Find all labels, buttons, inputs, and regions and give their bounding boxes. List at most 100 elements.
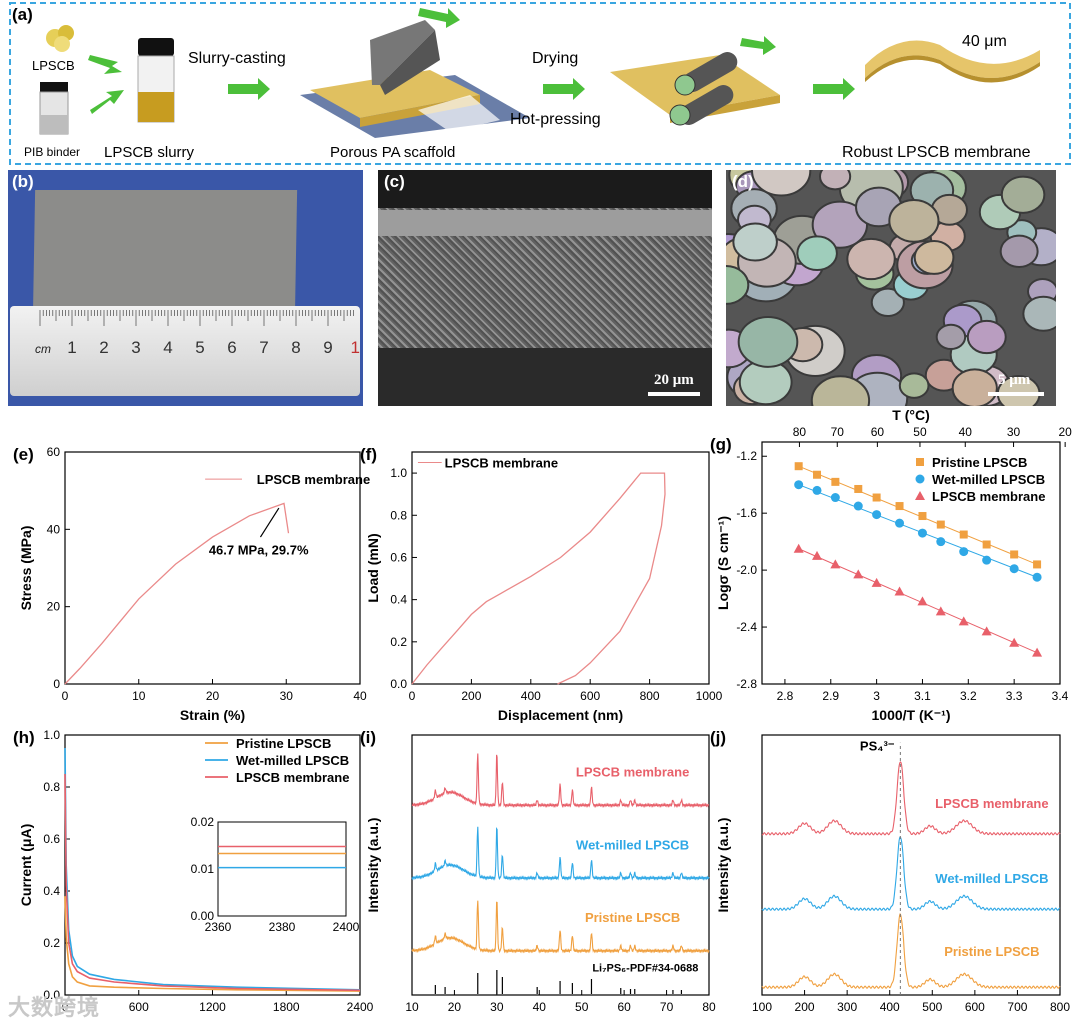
step2a-label: Drying [532,50,578,67]
data-point [794,462,803,471]
series-label: Wet-milled LPSCB [935,871,1048,886]
y-axis-label: Intensity (a.u.) [365,818,381,913]
data-point [895,518,905,528]
x-tick-label: 20 [448,1000,462,1014]
panel-a-letter: (a) [12,5,33,24]
top-axis-label: T (°C) [892,407,929,423]
schematic-panel: (a) LPSCB PIB binder LPSCB slurry Slurry… [9,2,1071,165]
casting-scaffold-graphic [300,20,530,138]
y-tick-label: -1.2 [736,449,757,463]
grain [888,198,940,243]
x-tick-label: 800 [1050,1000,1070,1014]
panel-b-letter: (b) [12,172,34,191]
grain [999,234,1039,268]
data-point [854,484,863,493]
current-line [64,896,361,992]
spectrum-line [761,836,1061,911]
data-point [959,530,968,539]
inset-y-tick-label: 0.02 [191,815,215,829]
inset-x-tick-label: 2400 [333,920,360,934]
x-tick-label: 2400 [347,1000,374,1014]
data-point [830,493,840,503]
data-point [917,596,928,606]
y-tick-label: -1.6 [736,506,757,520]
x-tick-label: 2.9 [822,689,839,703]
data-point [1009,637,1020,647]
ruler-number: 4 [163,338,172,357]
watermark: 大数跨境 [8,995,101,1020]
top-tick-label: 20 [1058,425,1072,439]
series-label: Wet-milled LPSCB [576,837,689,852]
y-axis-label: Load (mN) [365,533,381,602]
x-tick-label: 1000 [696,689,723,703]
y-tick-label: 40 [47,522,61,536]
grain [898,372,930,399]
x-tick-label: 30 [490,1000,504,1014]
reference-label: Li₇PS₆-PDF#34-0688 [592,963,698,975]
inset-y-tick-label: 0.01 [191,862,215,876]
x-tick-label: 600 [965,1000,985,1014]
pib-label: PIB binder [24,145,80,159]
panel-letter: (e) [13,445,34,464]
slurry-label: LPSCB slurry [104,144,195,161]
top-tick-label: 40 [959,425,973,439]
ruler-unit: cm [35,342,51,356]
x-tick-label: 60 [617,1000,631,1014]
data-point [793,543,804,553]
legend-label: Wet-milled LPSCB [236,753,349,768]
y-tick-label: -2.4 [736,620,757,634]
x-tick-label: 400 [521,689,541,703]
series-label: LPSCB membrane [935,796,1048,811]
series-label: LPSCB membrane [576,765,689,780]
inset-x-tick-label: 2380 [269,920,296,934]
scale-bar-c: 20 μm [654,372,694,388]
data-point [918,512,927,521]
y-tick-label: 0.8 [43,780,60,794]
scaffold-label: Porous PA scaffold [330,144,455,161]
slurry-vial-icon [137,38,175,123]
data-point [812,550,823,560]
data-point [958,616,969,626]
grain [796,235,838,272]
data-point [959,547,969,557]
y-axis-label: Logσ (S cm⁻¹) [715,516,731,610]
x-tick-label: 3.3 [1006,689,1023,703]
spectrum-line [411,753,710,809]
data-point [936,537,946,547]
x-tick-label: 70 [660,1000,674,1014]
x-axis-label: Time (s) [186,1018,239,1020]
y-tick-label: 0.0 [43,988,60,1002]
x-tick-label: 3.1 [914,689,931,703]
grain [966,319,1007,355]
y-tick-label: -2.0 [736,563,757,577]
process-arrow-icons [88,8,855,114]
series-label: Pristine LPSCB [585,910,680,925]
x-tick-label: 10 [132,689,146,703]
lpscb-label: LPSCB [32,58,75,73]
data-point [830,559,841,569]
plot-frame [761,734,1061,996]
y-axis-label: Stress (MPa) [18,526,34,611]
y-tick-label: 0.6 [43,832,60,846]
grain [913,239,955,275]
series-label: Pristine LPSCB [944,944,1039,959]
ruler-number: 5 [195,338,204,357]
data-point [1010,550,1019,559]
panel-letter: (j) [710,728,726,747]
panel-letter: (h) [13,728,35,747]
grain [811,200,869,249]
x-tick-label: 20 [206,689,220,703]
x-tick-label: 2.8 [777,689,794,703]
legend-marker [915,491,925,500]
current-line [64,773,361,992]
x-tick-label: 0 [62,689,69,703]
data-point [871,577,882,587]
legend-marker [915,474,925,484]
x-tick-label: 40 [353,689,367,703]
data-point [894,586,905,596]
spectrum-line [411,826,710,881]
x-tick-label: 3.2 [960,689,977,703]
y-tick-label: 0.8 [390,508,407,522]
x-tick-label: 100 [752,1000,772,1014]
ruler-number: 10 [351,338,360,357]
